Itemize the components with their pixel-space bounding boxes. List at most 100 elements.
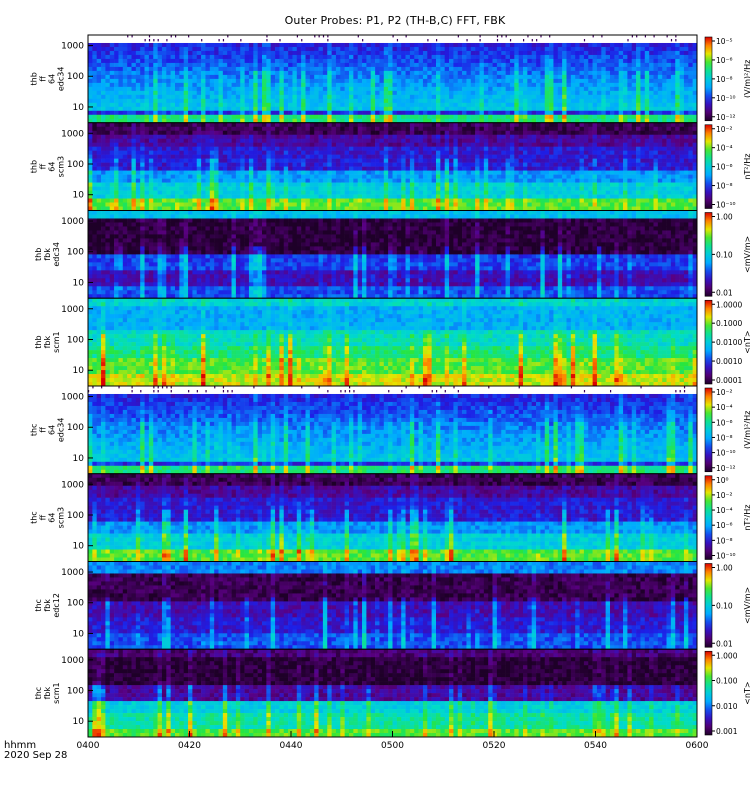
colorbar-tick-label: 0.10: [716, 601, 733, 610]
panel-label-line: thc: [30, 511, 39, 524]
panel-label-line: fbk: [43, 248, 52, 261]
panel-label-line: fbk: [43, 335, 52, 348]
y-tick-label: 100: [67, 686, 84, 696]
y-tick-label: 1000: [61, 393, 84, 403]
colorbar-tick-label: 10⁻¹⁰: [716, 449, 736, 458]
panel-label: thbfbkscm1: [34, 331, 61, 352]
colorbar-label: nT²/Hz: [743, 154, 750, 180]
panel-label-line: scm1: [52, 682, 61, 703]
panel-label-line: thc: [30, 424, 39, 437]
colorbar-tick-label: 10⁻¹²: [716, 113, 736, 122]
heatmap-thb-ff-b: [88, 123, 697, 211]
panel-thc-ff-b: 101001000thcff64scm310⁻¹⁰10⁻⁸10⁻⁶10⁻⁴10⁻…: [30, 474, 750, 562]
panel-label-line: edc34: [52, 242, 61, 267]
colorbar-tick-label: 1.000: [716, 651, 738, 660]
panel-label-line: ff: [39, 514, 48, 520]
x-tick-label: 0440: [280, 741, 303, 751]
panel-label-line: edc34: [57, 67, 66, 92]
colorbar-tick-label: 1.0000: [716, 300, 742, 309]
colorbar-label: <nT>: [743, 330, 750, 353]
colorbar-tick-label: 0.01: [716, 639, 733, 648]
colorbar-tick-label: 10⁻⁵: [716, 37, 733, 46]
panel-label-line: ff: [39, 163, 48, 169]
colorbar-tick-label: 10⁻²: [716, 491, 733, 500]
panel-label-line: 64: [48, 162, 57, 172]
heatmap-thc-ff-b: [88, 474, 697, 562]
y-tick-label: 100: [67, 72, 84, 82]
colorbar-tick-label: 10⁻⁸: [716, 433, 733, 442]
colorbar-tick-label: 10⁻⁴: [716, 403, 733, 412]
panel-label-line: thb: [30, 160, 39, 173]
panel-label: thcfbkedc12: [34, 593, 61, 618]
colorbar-tick-label: 0.100: [716, 677, 738, 686]
colorbar-strip: [705, 300, 712, 384]
y-tick-label: 100: [67, 423, 84, 433]
colorbar-tick-label: 10⁻⁸: [716, 75, 733, 84]
colorbar-thc-fb-e: 0.010.101.00<mV/m>: [705, 564, 750, 649]
panel-thc-fb-b: 101001000thcfbkscm10.0010.0100.1001.000<…: [34, 649, 750, 737]
panel-label: thcff64scm3: [30, 507, 66, 528]
colorbar-tick-label: 10⁻⁶: [716, 163, 733, 172]
heatmap-thb-fb-e: [88, 211, 697, 299]
panel-label-line: edc12: [52, 593, 61, 618]
y-tick-label: 100: [67, 160, 84, 170]
colorbar-label: <mV/m>: [743, 236, 750, 273]
colorbar-tick-label: 1.00: [716, 213, 733, 222]
y-tick-label: 10: [73, 103, 85, 113]
x-tick-label: 0540: [584, 741, 607, 751]
y-tick-label: 10: [73, 542, 85, 552]
colorbar-tick-label: 10⁰: [716, 476, 729, 485]
y-tick-label: 10: [73, 278, 85, 288]
y-tick-label: 1000: [61, 42, 84, 52]
heatmap-thc-fb-b: [88, 649, 697, 737]
colorbar-tick-label: 10⁻¹⁰: [716, 201, 736, 210]
heatmap-thb-ff-e: [88, 35, 697, 123]
colorbar-tick-label: 10⁻⁴: [716, 506, 733, 515]
y-tick-label: 1000: [61, 480, 84, 490]
panel-label-line: fbk: [43, 686, 52, 699]
x-tick-label: 0420: [178, 741, 201, 751]
colorbar-thb-fb-e: 0.010.101.00<mV/m>: [705, 213, 750, 298]
panel-label-line: 64: [48, 513, 57, 523]
colorbar-strip: [705, 213, 712, 297]
colorbar-tick-label: 10⁻⁶: [716, 418, 733, 427]
heatmap-thc-ff-e: [88, 386, 697, 474]
colorbar-strip: [705, 651, 712, 735]
colorbar-tick-label: 0.10: [716, 250, 733, 259]
panel-label-line: thc: [34, 599, 43, 612]
panel-label: thbff64edc34: [30, 67, 66, 92]
panel-label: thbfbkedc34: [34, 242, 61, 267]
panel-label: thcfbkscm1: [34, 682, 61, 703]
panel-label-line: thb: [34, 248, 43, 261]
colorbar-tick-label: 10⁻¹⁰: [716, 552, 736, 561]
colorbar-tick-label: 0.0001: [716, 376, 742, 385]
colorbar-tick-label: 10⁻⁸: [716, 182, 733, 191]
x-tick-label: 0500: [381, 741, 404, 751]
colorbar-tick-label: 10⁻⁶: [716, 56, 733, 65]
panel-label-line: scm3: [57, 156, 66, 177]
panel-thb-fb-b: 101001000thbfbkscm10.00010.00100.01000.1…: [34, 298, 750, 386]
y-tick-label: 1000: [61, 568, 84, 578]
panel-label-line: thb: [34, 335, 43, 348]
colorbar-tick-label: 10⁻⁴: [716, 144, 733, 153]
colorbar-strip: [705, 37, 712, 121]
panel-label: thbff64scm3: [30, 156, 66, 177]
panel-label-line: fbk: [43, 599, 52, 612]
colorbar-label: <nT>: [743, 681, 750, 704]
colorbar-tick-label: 10⁻⁸: [716, 536, 733, 545]
y-tick-label: 1000: [61, 217, 84, 227]
colorbar-strip: [705, 388, 712, 472]
y-tick-label: 10: [73, 717, 85, 727]
y-tick-label: 1000: [61, 305, 84, 315]
colorbar-label: (V/m)²/Hz: [743, 411, 750, 449]
heatmap-thb-fb-b: [88, 298, 697, 386]
x-tick-label: 0400: [77, 741, 100, 751]
